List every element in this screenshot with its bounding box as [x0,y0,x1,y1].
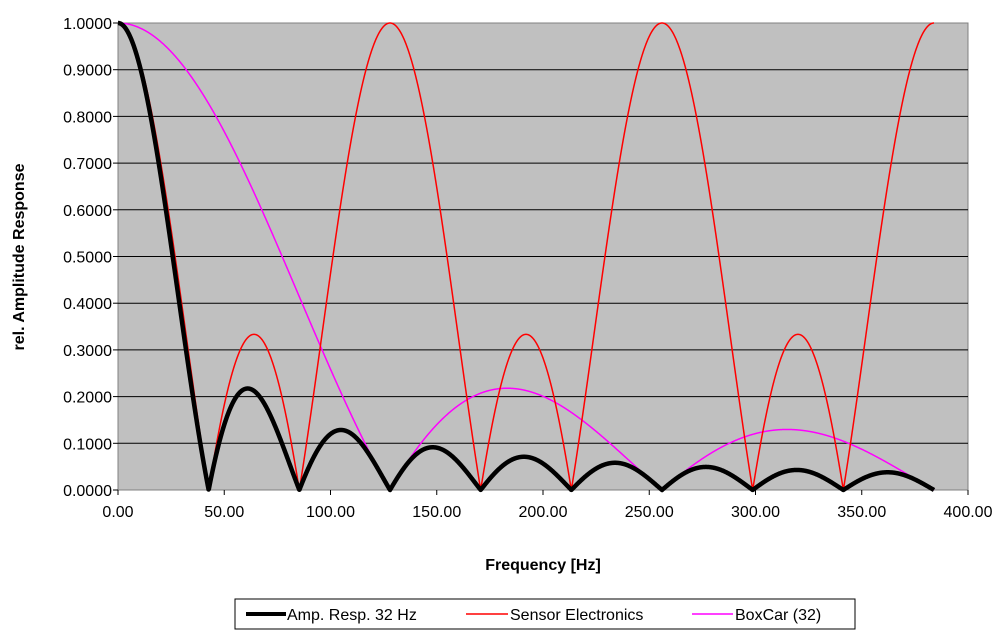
x-tick-label: 250.00 [625,504,674,521]
y-tick-label: 0.5000 [63,250,112,267]
y-tick-label: 0.4000 [63,296,112,313]
y-tick-label: 0.7000 [63,156,112,173]
legend-label-sensor-electronics: Sensor Electronics [510,607,643,624]
series-sensor-electronics-line [117,22,935,491]
x-tick-label: 400.00 [944,504,993,521]
y-tick-label: 0.9000 [63,63,112,80]
y-tick-label: 0.3000 [63,343,112,360]
x-tick-label: 300.00 [731,504,780,521]
x-tick-label: 100.00 [306,504,355,521]
y-tick-label: 1.0000 [63,16,112,33]
x-tick-label: 0.00 [102,504,133,521]
y-tick-label: 0.1000 [63,436,112,453]
legend: Amp. Resp. 32 Hz Sensor Electronics BoxC… [234,598,856,630]
x-tick-label: 150.00 [412,504,461,521]
x-tick-label: 50.00 [204,504,244,521]
series-boxcar-line [117,22,935,491]
series-layer [116,20,936,493]
legend-box [234,598,856,630]
legend-label-boxcar: BoxCar (32) [735,607,821,624]
legend-label-amp-resp: Amp. Resp. 32 Hz [287,607,417,624]
x-axis-ticks: 0.00 50.00 100.00 150.00 200.00 250.00 300.00 3… [102,490,993,521]
x-axis-title: Frequency [Hz] [485,557,601,574]
series-amp-resp-line [116,20,936,493]
y-tick-label: 0.8000 [63,109,112,126]
y-tick-label: 0.0000 [63,483,112,500]
x-tick-label: 350.00 [837,504,886,521]
y-tick-label: 0.2000 [63,390,112,407]
x-tick-label: 200.00 [519,504,568,521]
y-axis-title: rel. Amplitude Response [11,163,28,350]
y-axis-ticks: 0.0000 0.1000 0.2000 0.3000 0.4000 0.5000 0.60… [63,16,118,500]
y-tick-label: 0.6000 [63,203,112,220]
